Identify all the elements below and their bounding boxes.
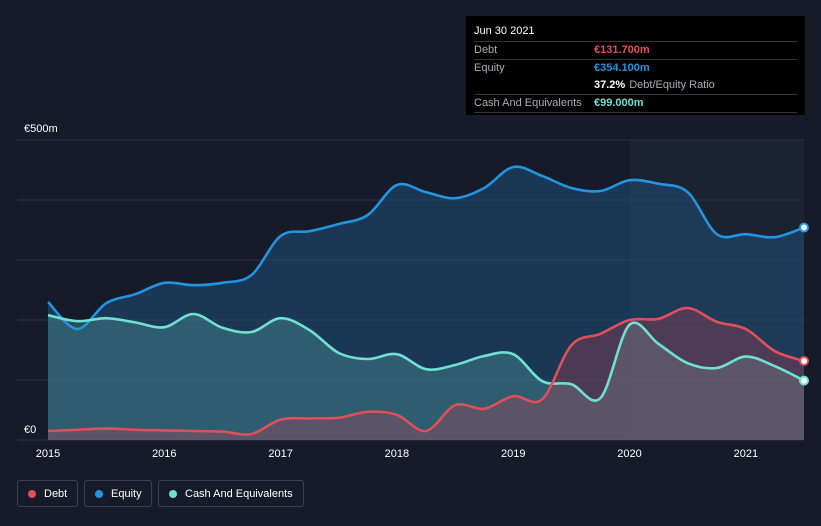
tooltip-debt-label: Debt — [474, 44, 498, 56]
legend-debt-label: Debt — [44, 487, 68, 500]
x-tick-label-2016: 2016 — [152, 448, 176, 460]
tooltip-cash-label: Cash And Equivalents — [474, 97, 582, 109]
x-tick-label-2019: 2019 — [501, 448, 525, 460]
x-axis-labels: 2015 2016 2017 2018 2019 2020 2021 — [36, 448, 758, 460]
tooltip-equity-value: €354.100m — [594, 62, 650, 74]
tooltip-ratio-row: 37.2% Debt/Equity Ratio — [474, 77, 797, 95]
tooltip-debt-value: €131.700m — [594, 44, 650, 56]
legend-item-equity[interactable]: Equity — [84, 480, 152, 507]
x-tick-label-2018: 2018 — [385, 448, 409, 460]
x-tick-label-2017: 2017 — [268, 448, 292, 460]
tooltip-equity-row: Equity €354.100m — [474, 60, 797, 77]
area-cash-and-equivalents — [48, 313, 804, 440]
tooltip-debt-row: Debt €131.700m — [474, 42, 797, 60]
tooltip-panel: Jun 30 2021 Debt €131.700m Equity €354.1… — [466, 16, 805, 115]
x-tick-label-2015: 2015 — [36, 448, 60, 460]
x-tick-label-2020: 2020 — [617, 448, 641, 460]
end-marker-cash-and-equivalents — [799, 375, 809, 386]
end-marker-equity — [799, 222, 809, 233]
area-equity — [48, 166, 804, 440]
series-lines — [47, 165, 805, 436]
line-cash-and-equivalents — [47, 312, 805, 402]
tooltip-ratio-value: 37.2% — [594, 79, 626, 91]
y-tick-label-500: €500m — [24, 123, 58, 135]
line-debt — [47, 306, 805, 436]
tooltip-cash-value: €99.000m — [594, 97, 644, 109]
legend-equity-dot-icon — [95, 489, 103, 498]
legend-item-debt[interactable]: Debt — [17, 480, 78, 507]
line-equity — [47, 165, 805, 331]
series-end-markers — [799, 222, 809, 386]
tooltip-cash-row: Cash And Equivalents €99.000m — [474, 95, 797, 113]
legend-cash-dot-icon — [169, 489, 177, 498]
y-axis-labels: €500m €0 — [24, 123, 58, 436]
tooltip-date: Jun 30 2021 — [474, 23, 797, 42]
tooltip-ratio-label: Debt/Equity Ratio — [629, 79, 715, 91]
legend-item-cash[interactable]: Cash And Equivalents — [158, 480, 304, 507]
tooltip-equity-label: Equity — [474, 62, 505, 74]
legend-equity-label: Equity — [111, 487, 142, 500]
x-tick-label-2021: 2021 — [734, 448, 758, 460]
series-areas — [48, 166, 804, 440]
y-tick-label-0: €0 — [24, 424, 36, 436]
legend-cash-label: Cash And Equivalents — [185, 487, 293, 500]
end-marker-debt — [799, 355, 809, 366]
legend-debt-dot-icon — [28, 489, 36, 498]
area-debt — [48, 307, 804, 440]
